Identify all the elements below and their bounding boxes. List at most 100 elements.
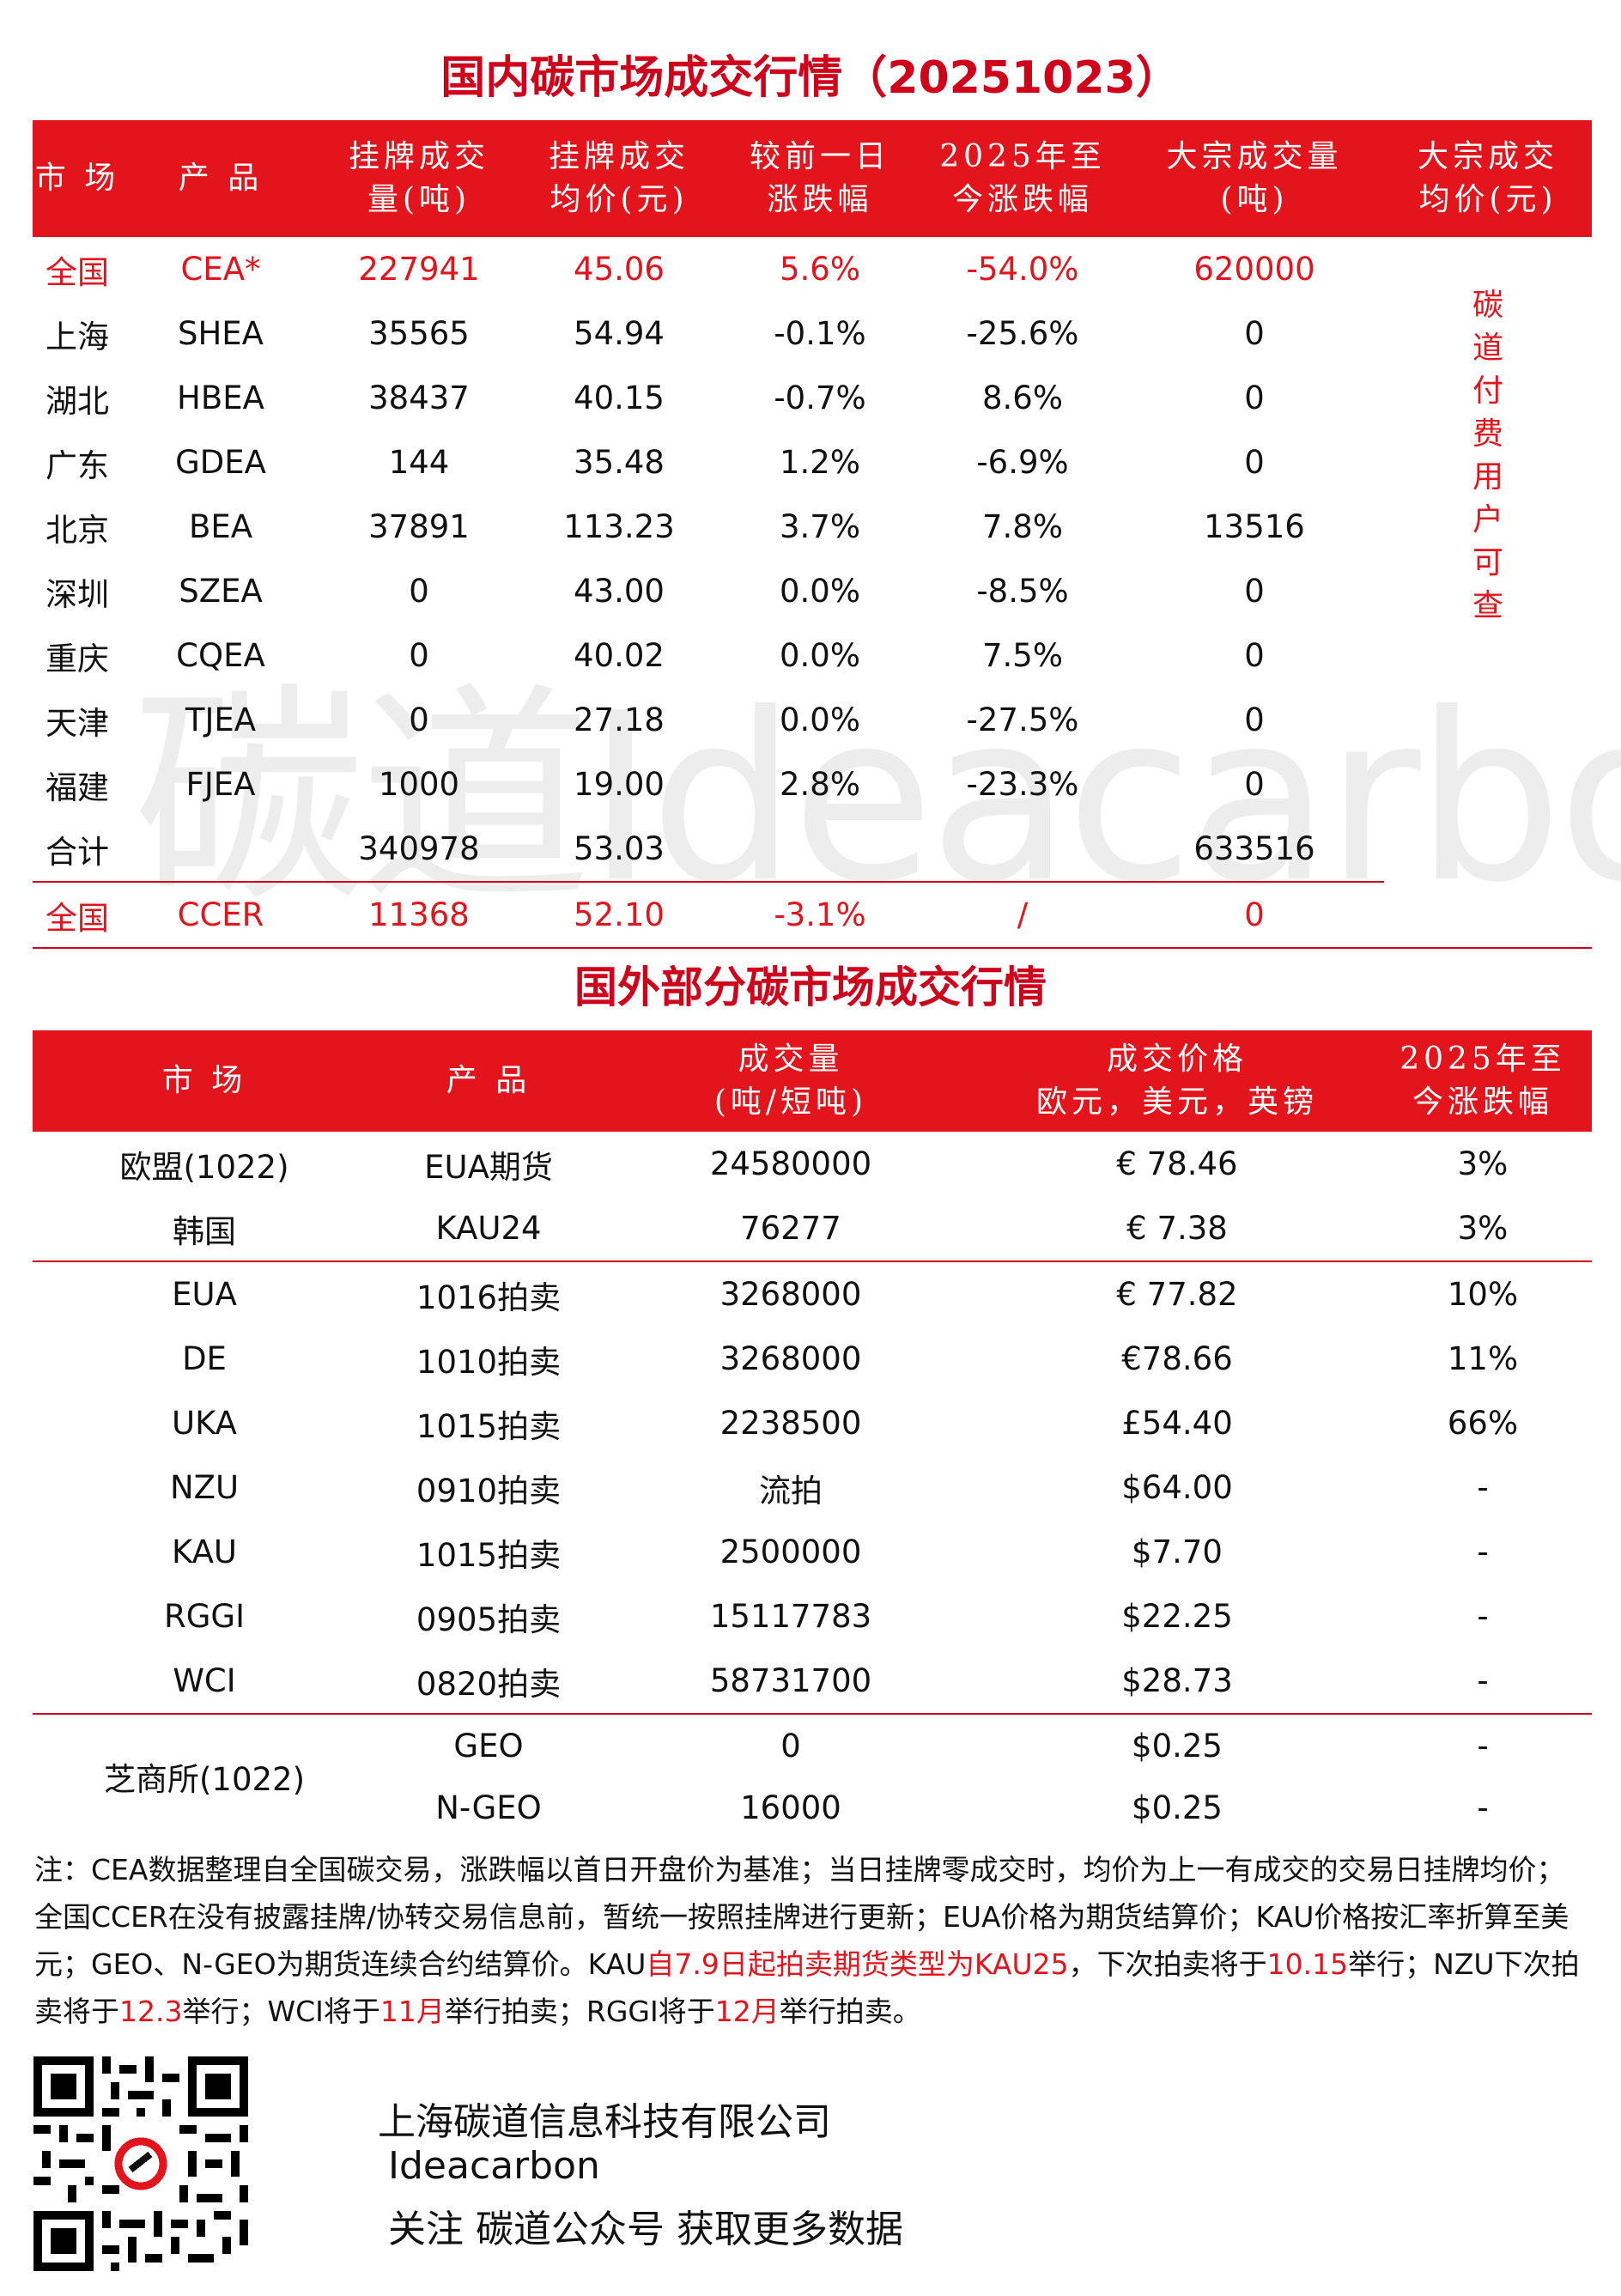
table-cell: 0 bbox=[1244, 637, 1265, 674]
table-cell: 0 bbox=[1244, 573, 1265, 610]
table-cell: $28.73 bbox=[980, 1649, 1374, 1715]
header-cell: 成交价格 欧元，美元，英镑 bbox=[980, 1030, 1374, 1132]
footnote-text: ，下次拍卖将于 bbox=[1068, 1947, 1267, 1981]
footnote-text: 举行拍卖。 bbox=[779, 1995, 921, 2028]
table-cell: 58731700 bbox=[601, 1649, 980, 1715]
table-cell: 66% bbox=[1447, 1405, 1519, 1442]
table-cell: 620000 bbox=[1193, 251, 1315, 288]
table-cell: € 7.38 bbox=[980, 1196, 1374, 1262]
table-row: 湖北 HBEA 38437 40.15 -0.7% 8.6% 0 bbox=[33, 366, 1592, 430]
table-cell: - bbox=[1374, 1649, 1592, 1715]
follow-text: 关注 碳道公众号 获取更多数据 bbox=[388, 2208, 903, 2251]
table-row: 重庆 CQEA 0 40.02 0.0% 7.5% 0 bbox=[33, 623, 1592, 688]
table-cell: 8.6% bbox=[982, 380, 1063, 416]
footnote-highlight: 自7.9日起拍卖期货类型为KAU25 bbox=[646, 1947, 1069, 1981]
table-cell: KAU24 bbox=[376, 1196, 601, 1262]
table-cell: 19.00 bbox=[574, 766, 665, 803]
table-cell: UKA bbox=[171, 1405, 237, 1442]
table-cell: -54.0% bbox=[966, 251, 1079, 288]
paid-user-note: 碳道付费用户可查 bbox=[1472, 288, 1503, 623]
table-cell: NZU bbox=[169, 1469, 240, 1506]
table-cell: $0.25 bbox=[1132, 1789, 1223, 1826]
header-cell: 2025年至 今涨跌幅 bbox=[1374, 1030, 1592, 1132]
foreign-title: 国外部分碳市场成交行情 bbox=[574, 963, 1047, 1012]
header-cell: 较前一日 涨跌幅 bbox=[719, 120, 920, 237]
table-cell: - bbox=[1477, 1534, 1489, 1570]
table-cell: 0 bbox=[409, 702, 429, 738]
table-row: 福建 FJEA 1000 19.00 2.8% -23.3% 0 bbox=[33, 752, 1592, 817]
table-row: 欧盟(1022) EUA期货 24580000 € 78.46 3% bbox=[33, 1132, 1592, 1196]
table-cell: 15117783 bbox=[709, 1598, 872, 1635]
table-cell: 重庆 bbox=[46, 640, 109, 677]
table-cell: -25.6% bbox=[966, 315, 1079, 352]
table-cell: € 78.46 bbox=[1116, 1145, 1238, 1182]
table-cell: 福建 bbox=[46, 768, 109, 806]
table-cell: SZEA bbox=[179, 573, 263, 610]
table-cell: $0.25 bbox=[1132, 1727, 1223, 1765]
table-cell: 113.23 bbox=[563, 508, 675, 545]
table-cell: 5.6% bbox=[780, 251, 860, 288]
table-cell: 韩国 bbox=[33, 1196, 376, 1262]
footnote: 注：CEA数据整理自全国碳交易，涨跌幅以首日开盘价为基准；当日挂牌零成交时，均价… bbox=[34, 1846, 1593, 2035]
domestic-market-table: 市 场产 品挂牌成交 量(吨) 挂牌成交 均价(元) 较前一日 涨跌幅 2025年至 … bbox=[33, 120, 1592, 949]
table-cell: 40.15 bbox=[574, 380, 665, 416]
company-brand: Ideacarbon bbox=[388, 2144, 600, 2188]
table-row: 全国 CEA* 227941 45.06 5.6% -54.0% 620000 碳道付费用户可… bbox=[33, 237, 1592, 623]
table-row: 韩国 KAU24 76277 € 7.38 3% bbox=[33, 1196, 1592, 1262]
table-row: 合计 340978 53.03 633516 bbox=[33, 817, 1592, 883]
table-cell: 天津 bbox=[46, 704, 109, 742]
table-cell: €78.66 bbox=[1121, 1340, 1233, 1377]
table-row: KAU 1015拍卖 2500000 $7.70 - bbox=[33, 1520, 1592, 1584]
table-cell: - bbox=[1477, 1727, 1489, 1765]
table-cell bbox=[719, 817, 920, 883]
table-cell: € 77.82 bbox=[1116, 1276, 1238, 1313]
table-cell: 1016拍卖 bbox=[416, 1279, 562, 1316]
table-cell: 7.8% bbox=[982, 508, 1063, 545]
table-cell: -27.5% bbox=[966, 702, 1079, 738]
table-cell: 0.0% bbox=[780, 702, 860, 738]
table-cell: $64.00 bbox=[1121, 1469, 1233, 1506]
table-row: WCI 0820拍卖 58731700 $28.73- bbox=[33, 1649, 1592, 1715]
qr-code-icon bbox=[33, 2056, 248, 2271]
table-row: 全国 CCER 11368 52.10 -3.1%/0 bbox=[33, 882, 1592, 949]
table-cell: 0.0% bbox=[780, 637, 860, 674]
table-cell: 35565 bbox=[368, 315, 470, 352]
table-cell: -3.1% bbox=[719, 882, 920, 949]
table-cell: 0910拍卖 bbox=[416, 1472, 562, 1509]
table-cell: 53.03 bbox=[519, 817, 719, 883]
table-cell: 上海 bbox=[46, 318, 109, 355]
table-cell: 11368 bbox=[319, 882, 519, 949]
table-cell: -8.5% bbox=[976, 573, 1069, 610]
table-cell: $7.70 bbox=[1132, 1534, 1223, 1570]
table-row: 深圳 SZEA 0 43.00 0.0% -8.5% 0 bbox=[33, 559, 1592, 623]
footnote-highlight: 10.15 bbox=[1266, 1947, 1349, 1981]
table-cell: HBEA bbox=[177, 380, 264, 416]
table-cell: 16000 bbox=[740, 1789, 841, 1826]
table-cell: 湖北 bbox=[46, 382, 109, 420]
table-cell: 0 bbox=[1244, 444, 1265, 481]
foreign-market-table: 市 场产 品成交量 (吨/短吨) 成交价格 欧元，美元，英镑 2025年至 今涨跌幅… bbox=[33, 1030, 1592, 1838]
table-cell: 0820拍卖 bbox=[376, 1649, 601, 1715]
header-cell: 市 场 bbox=[33, 1030, 376, 1132]
footnote-text: 注：CEA数据整理自全国碳交易，涨跌幅以首日开盘价为基准；当日挂牌零成交时，均价… bbox=[34, 1853, 1569, 1981]
table-cell: CCER bbox=[122, 882, 319, 949]
table-cell: 76277 bbox=[601, 1196, 980, 1262]
table-cell: 2500000 bbox=[719, 1534, 862, 1570]
table-cell: 2238500 bbox=[719, 1405, 862, 1442]
table-cell: 40.02 bbox=[574, 637, 665, 674]
table-cell: 3.7% bbox=[780, 508, 860, 545]
header-cell: 大宗成交量 (吨) bbox=[1125, 120, 1384, 237]
table-cell: 1015拍卖 bbox=[416, 1536, 562, 1574]
table-cell: 0 bbox=[1244, 702, 1265, 738]
table-cell: 0 bbox=[1244, 315, 1265, 352]
table-cell: 3268000 bbox=[719, 1276, 862, 1313]
table-cell: / bbox=[920, 882, 1125, 949]
table-cell: 合计 bbox=[33, 817, 122, 883]
company-name: 上海碳道信息科技有限公司 bbox=[378, 2100, 831, 2144]
header-cell: 2025年至 今涨跌幅 bbox=[920, 120, 1125, 237]
table-cell: 全国 bbox=[33, 882, 122, 949]
table-cell: 340978 bbox=[319, 817, 519, 883]
table-cell: 全国 bbox=[46, 253, 109, 291]
table-cell: CEA* bbox=[180, 251, 261, 288]
